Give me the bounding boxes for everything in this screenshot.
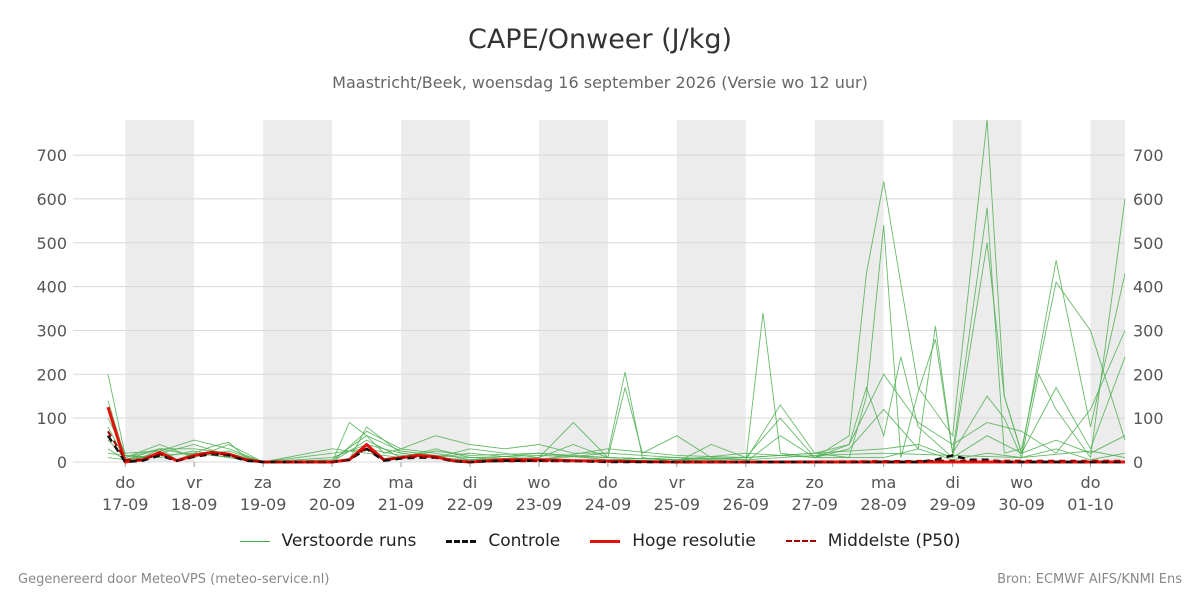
y-tick-label-right: 400: [1133, 278, 1164, 297]
y-tick-label-left: 400: [36, 278, 67, 297]
legend-item-hoge-resolutie[interactable]: Hoge resolutie: [590, 531, 756, 551]
x-tick-day: do: [115, 473, 135, 492]
shaded-band: [401, 120, 470, 462]
x-tick-date: 23-09: [516, 495, 563, 514]
legend-label: Middelste (P50): [827, 531, 961, 551]
legend-swatch-thin: [239, 540, 270, 542]
x-tick-day: do: [598, 473, 618, 492]
x-tick-date: 18-09: [171, 495, 218, 514]
shaded-band: [125, 120, 195, 462]
x-tick-date: 27-09: [791, 495, 838, 514]
page-title: CAPE/Onweer (J/kg): [467, 24, 732, 55]
y-tick-label-left: 300: [36, 321, 67, 340]
x-tick-date: 30-09: [998, 495, 1045, 514]
series-line-middelste-p50-: [107, 430, 1125, 463]
shaded-band: [952, 120, 1022, 462]
y-tick-label-right: 600: [1133, 190, 1164, 209]
x-tick-date: 01-10: [1067, 495, 1114, 514]
legend-item-controle[interactable]: Controle: [446, 531, 560, 551]
y-tick-label-right: 0: [1133, 453, 1143, 472]
shaded-band: [1090, 120, 1125, 462]
x-tick-day: vr: [186, 473, 202, 492]
y-tick-label-right: 500: [1133, 234, 1164, 253]
x-tick-day: do: [1081, 473, 1101, 492]
legend: Verstoorde runs Controle Hoge resolutie …: [0, 531, 1200, 551]
y-tick-label-right: 200: [1133, 365, 1164, 384]
x-tick-day: di: [463, 473, 478, 492]
x-tick-day: zo: [323, 473, 341, 492]
footer-generated-by: Gegenereerd door MeteoVPS (meteo-service…: [18, 572, 330, 587]
legend-swatch-dashed-black: [446, 539, 477, 543]
x-tick-date: 20-09: [309, 495, 356, 514]
legend-item-verstoorde-runs[interactable]: Verstoorde runs: [239, 531, 417, 551]
x-tick-date: 26-09: [723, 495, 770, 514]
x-tick-date: 25-09: [654, 495, 701, 514]
x-tick-day: za: [737, 473, 755, 492]
x-tick-date: 17-09: [102, 495, 149, 514]
y-tick-label-left: 200: [36, 365, 67, 384]
y-tick-label-right: 100: [1133, 409, 1164, 428]
y-tick-label-left: 700: [36, 146, 67, 165]
x-tick-day: wo: [1010, 473, 1033, 492]
y-tick-label-left: 0: [57, 453, 67, 472]
x-tick-day: di: [945, 473, 960, 492]
series-line-controle: [106, 435, 1125, 464]
footer-source: Bron: ECMWF AIFS/KNMI Ens: [997, 572, 1182, 587]
x-tick-date: 29-09: [929, 495, 976, 514]
legend-label: Controle: [488, 531, 561, 551]
y-tick-label-left: 500: [36, 234, 67, 253]
page-subtitle: Maastricht/Beek, woensdag 16 september 2…: [332, 73, 868, 92]
x-tick-date: 21-09: [378, 495, 425, 514]
y-tick-label-left: 600: [36, 190, 67, 209]
y-tick-label-left: 100: [36, 409, 67, 428]
y-tick-label-right: 300: [1133, 321, 1164, 340]
x-tick-date: 28-09: [860, 495, 907, 514]
shaded-band: [263, 120, 333, 462]
shaded-band: [814, 120, 884, 462]
legend-label: Hoge resolutie: [632, 531, 756, 551]
ensemble-line: [107, 119, 1126, 463]
legend-swatch-solid-red: [590, 539, 621, 543]
x-tick-day: wo: [527, 473, 550, 492]
x-tick-day: ma: [871, 473, 896, 492]
legend-swatch-dashed-darkred: [785, 540, 816, 542]
x-tick-date: 24-09: [585, 495, 632, 514]
shaded-band: [676, 120, 746, 462]
x-tick-day: za: [254, 473, 272, 492]
legend-item-middelste[interactable]: Middelste (P50): [785, 531, 961, 551]
legend-label: Verstoorde runs: [281, 531, 417, 551]
x-tick-day: ma: [388, 473, 413, 492]
y-tick-label-right: 700: [1133, 146, 1164, 165]
x-tick-date: 22-09: [447, 495, 494, 514]
x-tick-day: vr: [669, 473, 685, 492]
x-tick-date: 19-09: [240, 495, 287, 514]
x-tick-day: zo: [806, 473, 824, 492]
shaded-band: [538, 120, 608, 462]
